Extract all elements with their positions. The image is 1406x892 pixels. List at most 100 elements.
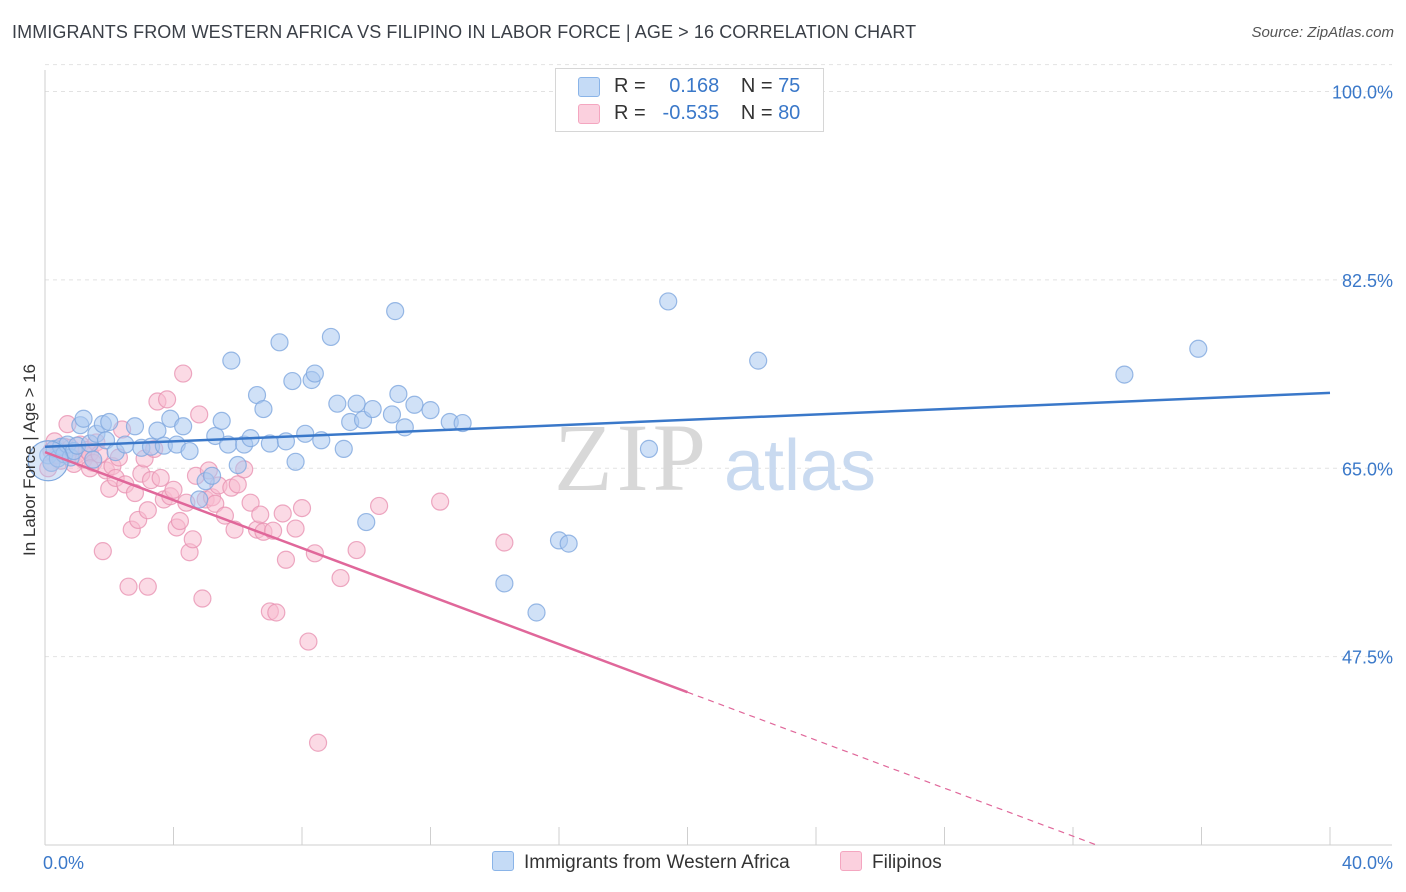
trend-lines — [44, 391, 1331, 846]
data-point — [190, 405, 209, 424]
grid-lines — [45, 64, 1392, 658]
data-point — [328, 394, 347, 413]
data-point — [157, 390, 177, 409]
western-africa-points — [27, 292, 1208, 622]
data-point — [84, 450, 103, 469]
data-point — [370, 496, 389, 516]
legend-n-label: N = — [740, 75, 773, 97]
axes — [44, 70, 1392, 846]
x-tick-labels: 0.0% 40.0% — [43, 853, 1393, 873]
data-point — [267, 603, 286, 622]
watermark-atlas: atlas — [724, 426, 876, 506]
bottom-legend-swatch-blue — [492, 851, 514, 871]
legend-n-label: N = — [740, 102, 773, 124]
data-point — [228, 455, 247, 475]
data-point — [183, 530, 202, 549]
data-point — [421, 401, 440, 420]
data-point — [254, 399, 273, 419]
legend-r-value: 0.168 — [669, 75, 720, 97]
data-point — [119, 577, 138, 596]
legend-n-value: 75 — [778, 75, 801, 97]
data-point — [276, 550, 296, 569]
data-point — [180, 441, 199, 461]
data-point — [659, 292, 678, 311]
bottom-legend-western-africa: Immigrants from Western Africa — [492, 851, 790, 874]
data-point — [164, 480, 183, 499]
data-point — [190, 490, 209, 509]
data-point — [299, 632, 318, 651]
legend-swatch-blue — [578, 77, 600, 97]
data-point — [148, 421, 167, 440]
data-point — [495, 533, 514, 552]
trend-line-filipinos — [44, 450, 688, 694]
y-tick-label: 47.5% — [1342, 648, 1393, 668]
data-point — [151, 468, 170, 488]
data-point — [495, 574, 514, 593]
data-point — [202, 466, 222, 485]
data-point — [405, 395, 424, 414]
watermark: ZIP atlas — [554, 404, 876, 511]
correlation-legend: R = 0.168 N = 75 R = -0.535 N = 80 — [555, 68, 824, 132]
data-point — [193, 589, 212, 608]
x-tick-label-max: 40.0% — [1342, 853, 1393, 873]
source-credit: Source: ZipAtlas.com — [1251, 24, 1394, 41]
data-point — [395, 418, 414, 437]
bottom-legend-swatch-pink — [840, 851, 862, 871]
legend-n-value: 80 — [778, 102, 801, 124]
chart-title: IMMIGRANTS FROM WESTERN AFRICA VS FILIPI… — [12, 22, 917, 42]
legend-r-label: R = — [614, 75, 646, 97]
y-tick-label: 65.0% — [1342, 459, 1393, 479]
data-point — [321, 327, 341, 347]
data-point — [174, 417, 193, 436]
data-point — [389, 384, 408, 404]
x-tick-label-min: 0.0% — [43, 853, 84, 873]
data-point — [283, 371, 302, 391]
data-point — [331, 568, 350, 588]
data-point — [286, 519, 305, 538]
data-point — [273, 504, 292, 523]
data-point — [212, 411, 231, 431]
bottom-legend-filipinos: Filipinos — [840, 851, 942, 874]
data-point — [559, 534, 578, 553]
data-point — [357, 512, 376, 532]
data-point — [125, 417, 145, 436]
bottom-legend-label: Filipinos — [872, 852, 942, 873]
y-axis-label: In Labor Force | Age > 16 — [20, 363, 39, 557]
data-point — [241, 493, 260, 512]
data-point — [305, 364, 324, 383]
data-point — [222, 351, 241, 370]
data-point — [363, 399, 382, 419]
data-point — [251, 505, 270, 524]
data-point — [347, 540, 366, 560]
data-point — [138, 501, 157, 520]
data-point — [174, 364, 193, 383]
data-point — [386, 302, 405, 321]
data-point — [639, 439, 659, 458]
legend-r-value: -0.535 — [662, 102, 720, 124]
data-point — [100, 412, 119, 432]
data-point — [431, 492, 450, 511]
data-point — [228, 475, 247, 494]
data-point — [382, 405, 402, 424]
data-point — [527, 603, 546, 622]
data-point — [308, 733, 328, 752]
data-point — [74, 409, 93, 428]
y-tick-labels: 100.0% 82.5% 65.0% 47.5% — [1332, 83, 1393, 668]
data-point — [296, 424, 315, 443]
y-tick-label: 82.5% — [1342, 271, 1393, 291]
filipinos-points — [39, 364, 514, 752]
data-point — [334, 439, 353, 458]
legend-r-label: R = — [614, 102, 646, 124]
data-point — [170, 511, 190, 531]
data-point — [749, 351, 768, 370]
data-point — [347, 394, 366, 413]
y-tick-label: 100.0% — [1332, 83, 1393, 103]
data-point — [453, 413, 472, 433]
data-point — [93, 542, 112, 561]
data-point — [286, 452, 305, 471]
data-point — [138, 577, 157, 596]
bottom-legend-label: Immigrants from Western Africa — [524, 852, 790, 873]
data-point — [292, 498, 312, 518]
trend-line-filipinos-extension — [687, 691, 1097, 846]
